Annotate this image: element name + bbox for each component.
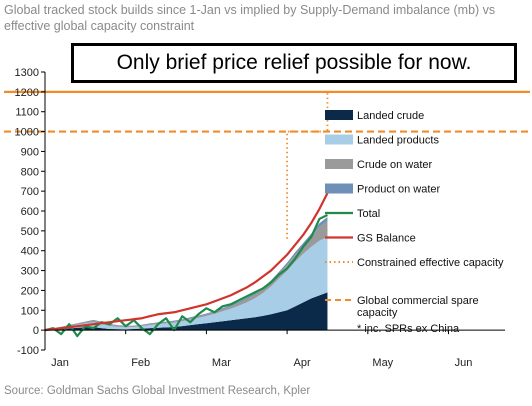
y-tick-label: 100 xyxy=(21,305,39,317)
line-gs-balance xyxy=(44,192,329,332)
y-tick-label: 1100 xyxy=(15,107,39,119)
legend-inc-sprs-ex-china: * inc. SPRs ex China xyxy=(357,323,460,335)
line-total xyxy=(44,213,328,338)
legend-total: Total xyxy=(357,208,380,220)
axes: -100 0 100 200 300 400 500 600 700 800 900 1000 1100… xyxy=(15,67,505,369)
x-tick-label: May xyxy=(372,357,393,369)
y-tick-label: 1300 xyxy=(15,67,39,79)
x-tick-label: Jun xyxy=(455,357,473,369)
legend-crude-on-water-swatch xyxy=(325,159,353,169)
legend-landed-crude: Landed crude xyxy=(357,110,424,122)
legend-constrained-effective-capacity: Constrained effective capacity xyxy=(357,257,504,269)
x-tick-label: Mar xyxy=(212,357,231,369)
stack-areas xyxy=(45,216,328,331)
legend-landed-crude-swatch xyxy=(325,110,353,120)
legend-product-on-water: Product on water xyxy=(357,184,440,196)
x-tick-label: Apr xyxy=(294,357,311,369)
legend-gs-balance: GS Balance xyxy=(357,233,416,245)
legend-global-commercial-spare-capacity: Global commercial spare capacity xyxy=(357,295,479,319)
area-landed-products xyxy=(45,236,328,331)
y-tick-label: 500 xyxy=(21,226,39,238)
callout-box: Only brief price relief possible for now… xyxy=(71,43,517,83)
y-tick-label: 0 xyxy=(33,325,39,337)
legend-product-on-water-swatch xyxy=(325,183,353,194)
y-tick-label: 400 xyxy=(21,246,39,258)
legend-landed-products-swatch xyxy=(325,134,353,145)
y-tick-label: 800 xyxy=(21,166,39,178)
y-tick-label: 300 xyxy=(21,266,39,278)
area-landed-crude xyxy=(45,292,328,331)
y-tick-label: 900 xyxy=(21,146,39,158)
y-tick-label: 1200 xyxy=(15,87,39,99)
chart-source: Source: Goldman Sachs Global Investment … xyxy=(4,385,311,397)
chart-title: Global tracked stock builds since 1-Jan … xyxy=(4,3,496,33)
y-tick-label: 600 xyxy=(21,206,39,218)
series-lines xyxy=(44,192,329,338)
legend-landed-products: Landed products xyxy=(357,135,439,147)
legend-crude-on-water: Crude on water xyxy=(357,159,433,171)
y-tick-label: -100 xyxy=(17,345,39,357)
legend: Landed crude Landed products Crude on wate… xyxy=(325,110,504,335)
y-tick-label: 700 xyxy=(21,186,39,198)
x-tick-label: Feb xyxy=(131,357,150,369)
y-tick-label: 200 xyxy=(21,285,39,297)
reference-lines xyxy=(4,90,530,239)
y-tick-label: 1000 xyxy=(15,127,39,139)
x-tick-label: Jan xyxy=(51,357,69,369)
